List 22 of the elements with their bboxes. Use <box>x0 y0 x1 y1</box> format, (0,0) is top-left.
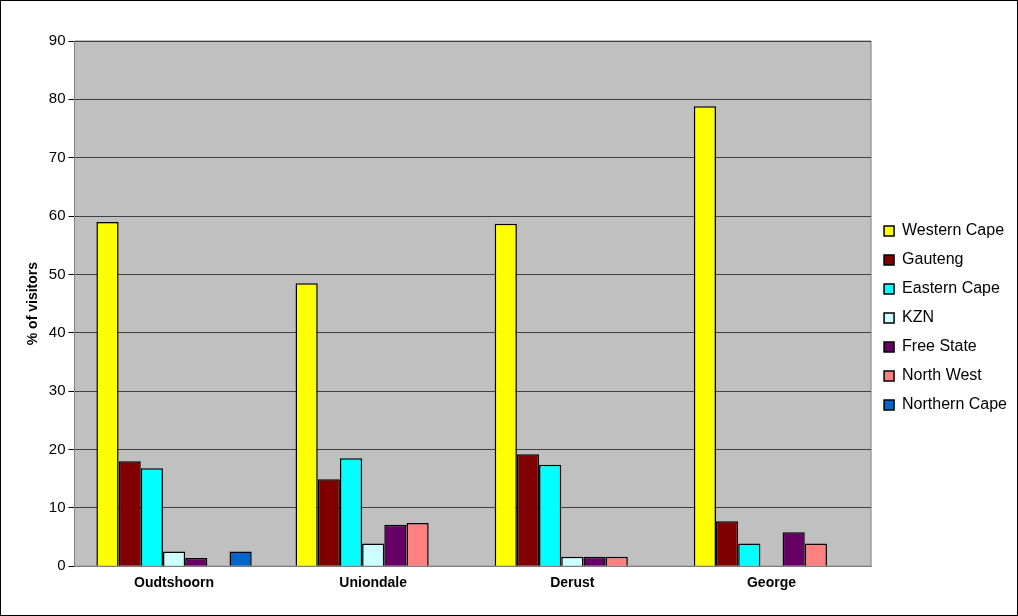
x-tick-label: George <box>746 574 797 591</box>
legend-label: Free State <box>902 337 977 355</box>
y-tick-label: 60 <box>48 206 66 224</box>
y-tick-label: 0 <box>57 556 66 574</box>
legend-label: North West <box>902 366 983 384</box>
y-tick-label: 10 <box>48 497 66 515</box>
legend-label: Gauteng <box>902 250 964 268</box>
x-tick-label: Oudtshoorn <box>134 574 215 591</box>
y-tick-label: 50 <box>48 264 66 282</box>
y-axis-title: % of visitors <box>24 261 41 346</box>
legend-label: Northern Cape <box>902 395 1008 413</box>
legend-label: Western Cape <box>902 221 1005 239</box>
legend-label: Eastern Cape <box>902 279 1000 297</box>
y-tick-label: 90 <box>48 31 66 49</box>
x-tick-label: Derust <box>550 574 595 591</box>
legend-label: KZN <box>902 308 935 326</box>
y-tick-label: 70 <box>48 147 66 165</box>
y-tick-label: 20 <box>48 439 66 457</box>
y-tick-label: 80 <box>48 89 66 107</box>
y-tick-label: 30 <box>48 381 66 399</box>
y-tick-label: 40 <box>48 322 66 340</box>
x-tick-label: Uniondale <box>339 574 408 591</box>
